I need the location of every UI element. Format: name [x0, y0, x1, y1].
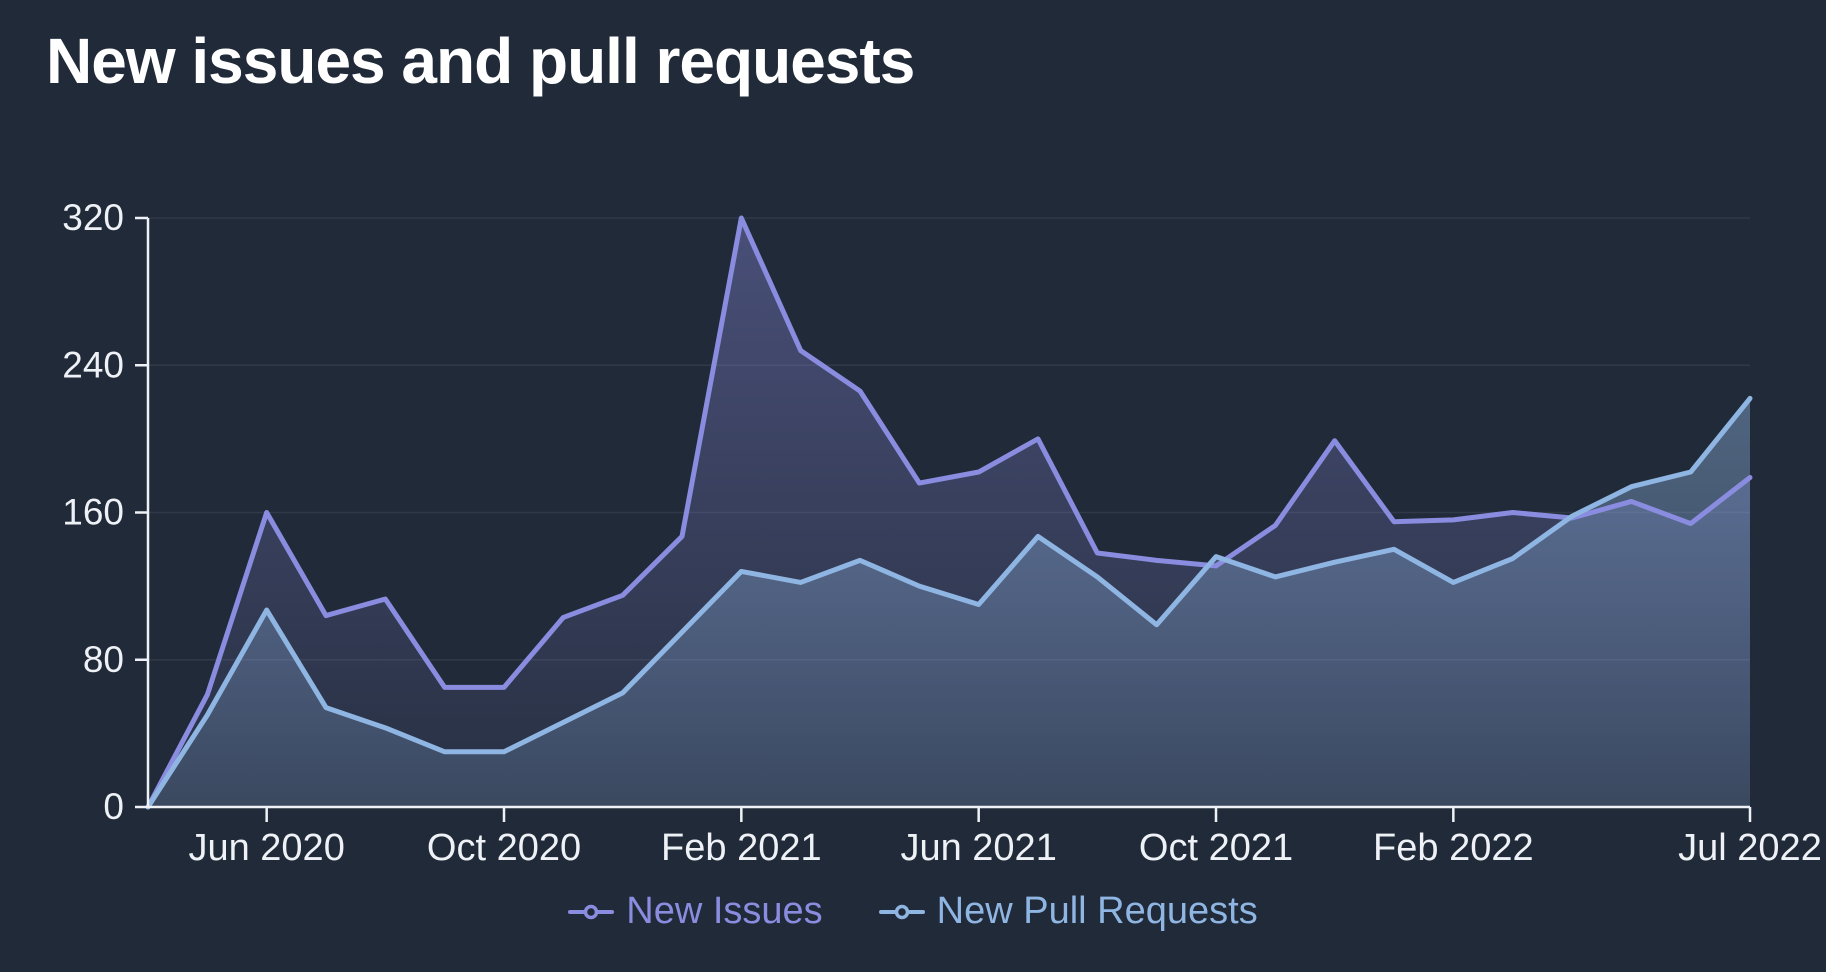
legend: New Issues New Pull Requests	[0, 890, 1826, 933]
series-line-new-pull-requests[interactable]	[145, 395, 1753, 810]
x-axis-label: Jul 2022	[1678, 827, 1822, 869]
y-axis-label: 320	[62, 197, 124, 238]
legend-label: New Issues	[626, 890, 823, 932]
line-marker-icon	[878, 904, 925, 919]
x-axis-label: Jun 2021	[900, 827, 1056, 869]
legend-item-new-issues[interactable]: New Issues	[568, 890, 823, 933]
line-marker-icon	[568, 904, 615, 919]
legend-item-new-pull-requests[interactable]: New Pull Requests	[878, 890, 1258, 933]
x-axis-label: Jun 2020	[188, 827, 344, 869]
series-area-new-pull-requests	[148, 398, 1750, 807]
y-axis-label: 80	[83, 639, 124, 680]
series-line-new-issues[interactable]	[145, 215, 1753, 810]
x-axis-label: Oct 2020	[427, 827, 581, 869]
y-axis-label: 0	[103, 786, 124, 827]
x-axis-label: Feb 2022	[1373, 827, 1534, 869]
legend-label: New Pull Requests	[936, 890, 1258, 932]
y-axis-label: 160	[62, 492, 124, 533]
x-axis-label: Feb 2021	[661, 827, 822, 869]
chart-title: New issues and pull requests	[46, 25, 915, 97]
y-axis-label: 240	[62, 344, 124, 385]
x-axis-label: Oct 2021	[1139, 827, 1293, 869]
